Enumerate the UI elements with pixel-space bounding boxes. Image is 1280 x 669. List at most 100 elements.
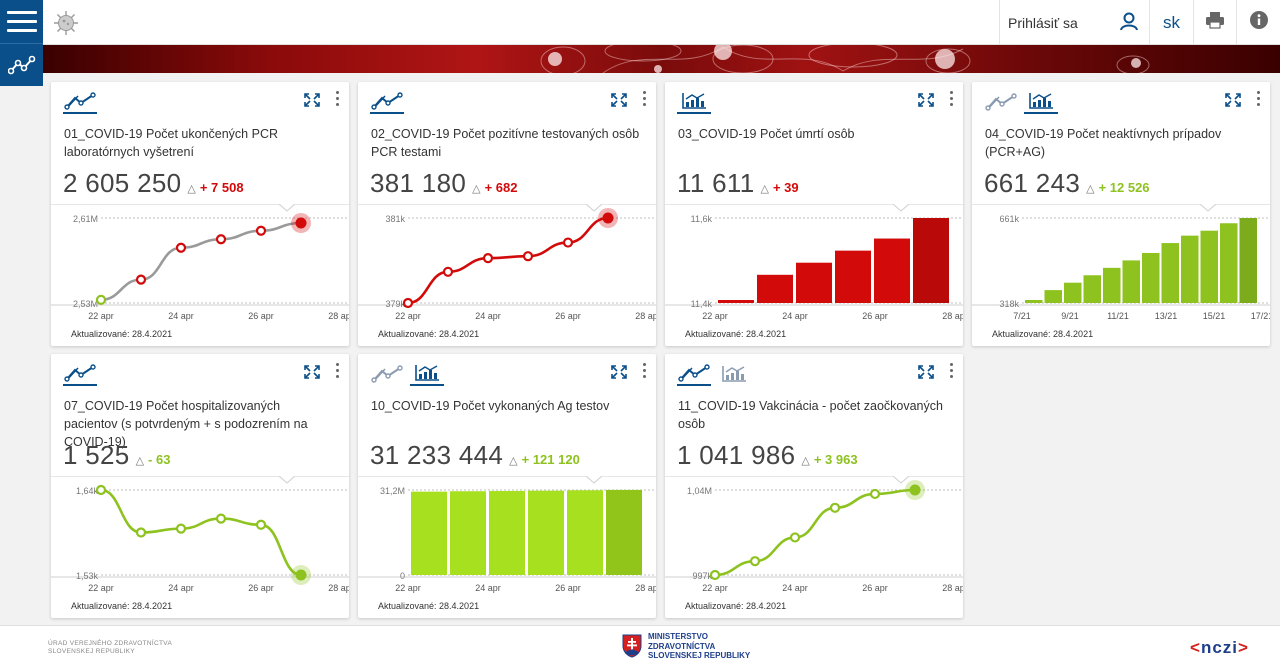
ministry-line1: MINISTERSTVO (648, 632, 709, 641)
x-tick-label: 17/21 (1251, 311, 1270, 321)
data-point (522, 251, 534, 262)
data-point (749, 556, 761, 567)
virus-logo-icon (51, 8, 81, 43)
bar (411, 491, 447, 575)
x-tick-label: 28 apr (328, 311, 349, 321)
expand-icon[interactable] (610, 364, 628, 385)
tab-line-chart[interactable] (370, 362, 404, 386)
updated-label: Aktualizované: 28.4.2021 (685, 601, 787, 611)
more-options-icon[interactable] (643, 363, 647, 378)
data-point (442, 266, 454, 277)
more-options-icon[interactable] (336, 91, 340, 106)
delta-value: + 39 (772, 180, 799, 195)
bar (1044, 290, 1062, 303)
value-number: 381 180 (370, 168, 467, 198)
chart-notch (278, 475, 296, 484)
tab-line-chart[interactable] (677, 362, 711, 386)
expand-icon[interactable] (917, 364, 935, 385)
updated-label: Aktualizované: 28.4.2021 (378, 601, 480, 611)
more-options-icon[interactable] (643, 91, 647, 106)
delta-symbol: △ (760, 183, 769, 195)
more-options-icon[interactable] (336, 363, 340, 378)
print-button[interactable] (1193, 0, 1236, 45)
tab-bar-chart[interactable] (410, 362, 444, 386)
uvz-logo[interactable]: ÚRAD VEREJNÉHO ZDRAVOTNÍCTVA SLOVENSKEJ … (48, 640, 172, 656)
more-options-icon[interactable] (950, 363, 954, 378)
data-point-latest (602, 212, 614, 224)
trend-line-icon[interactable] (0, 43, 43, 86)
card-pcr-positive: 02_COVID-19 Počet pozitívne testovaných … (358, 82, 661, 346)
tab-bar-chart[interactable] (717, 362, 751, 386)
ministry-line3: SLOVENSKEJ REPUBLIKY (648, 651, 751, 660)
line-chart: 2,53M 2,61M 22 apr 24 apr 26 apr 28 apr (51, 203, 354, 321)
x-tick-label: 26 apr (555, 311, 581, 321)
tab-bar-chart[interactable] (1024, 90, 1058, 114)
expand-icon[interactable] (1224, 92, 1242, 113)
card-title: 02_COVID-19 Počet pozitívne testovaných … (371, 127, 640, 159)
delta-symbol: △ (187, 183, 196, 195)
tab-line-chart[interactable] (63, 362, 97, 386)
bar (1239, 218, 1257, 303)
data-point-latest (909, 484, 921, 496)
x-tick-label: 22 apr (88, 583, 114, 593)
value-number: 11 611 (677, 168, 755, 198)
y-tick-label: 0 (400, 571, 405, 581)
delta-symbol: △ (1086, 183, 1095, 195)
expand-icon[interactable] (610, 92, 628, 113)
chart-notch (585, 203, 603, 212)
chart-notch (278, 203, 296, 212)
nczi-logo[interactable]: <nczi> (1190, 638, 1249, 657)
x-tick-label: 28 apr (942, 311, 963, 321)
tab-bar-chart[interactable] (677, 90, 711, 114)
updated-label: Aktualizované: 28.4.2021 (378, 329, 480, 339)
line-chart: 379k 381k 22 apr 24 apr 26 apr 28 apr (358, 203, 661, 321)
expand-icon[interactable] (917, 92, 935, 113)
delta-value: + 3 963 (813, 452, 858, 467)
login-label: Prihlásiť sa (1008, 14, 1078, 31)
data-point (402, 297, 414, 309)
data-point (135, 527, 147, 538)
expand-icon[interactable] (303, 92, 321, 113)
expand-icon[interactable] (303, 364, 321, 385)
card-value: 11 611 △ + 39 (677, 168, 799, 199)
hamburger-icon[interactable] (0, 0, 43, 43)
bar (567, 490, 603, 575)
line-chart: 1,64k 1,53k 22 apr 24 apr 26 apr 28 apr (51, 475, 354, 593)
more-options-icon[interactable] (950, 91, 954, 106)
card-title: 04_COVID-19 Počet neaktívnych prípadov (… (985, 127, 1222, 159)
left-rail (0, 0, 43, 86)
bar-chart: 11,4k 11,6k 22 apr 24 apr 26 apr 28 apr (665, 203, 968, 321)
line-chart: 997k 1,04M 22 apr 24 apr 26 apr 28 apr (665, 475, 968, 593)
data-point-latest (295, 217, 307, 229)
data-point (135, 274, 147, 285)
more-options-icon[interactable] (1257, 91, 1261, 106)
data-point (709, 569, 721, 581)
login-button[interactable]: Prihlásiť sa (999, 0, 1149, 45)
chart-notch (892, 203, 910, 212)
top-header: Prihlásiť sa sk (43, 0, 1280, 45)
card-inactive-cases: 04_COVID-19 Počet neaktívnych prípadov (… (972, 82, 1273, 346)
y-tick-label: 381k (385, 214, 405, 224)
ministry-logo[interactable]: MINISTERSTVO ZDRAVOTNÍCTVA SLOVENSKEJ RE… (622, 632, 750, 661)
language-button[interactable]: sk (1149, 0, 1193, 45)
chart-notch (1199, 203, 1217, 212)
y-tick-label: 1,53k (76, 571, 99, 581)
chart-notch (892, 475, 910, 484)
x-tick-label: 24 apr (782, 311, 808, 321)
card-vaccination: 11_COVID-19 Vakcinácia - počet zaočkovan… (665, 354, 968, 618)
x-tick-label: 26 apr (555, 583, 581, 593)
slovak-coat-of-arms-icon (622, 634, 642, 658)
chart-area: 1,64k 1,53k 22 apr 24 apr 26 apr 28 apr (51, 475, 354, 598)
card-value: 661 243 △ + 12 526 (984, 168, 1150, 199)
tab-line-chart[interactable] (370, 90, 404, 114)
tab-line-chart[interactable] (984, 90, 1018, 114)
bar (913, 218, 949, 303)
card-deaths: 03_COVID-19 Počet úmrtí osôb 11 611 △ + … (665, 82, 968, 346)
info-button[interactable] (1236, 0, 1280, 45)
data-point (175, 242, 187, 253)
y-tick-label: 31,2M (380, 486, 405, 496)
bar (489, 490, 525, 575)
tab-line-chart[interactable] (63, 90, 97, 114)
value-number: 2 605 250 (63, 168, 182, 198)
x-tick-label: 28 apr (635, 583, 656, 593)
